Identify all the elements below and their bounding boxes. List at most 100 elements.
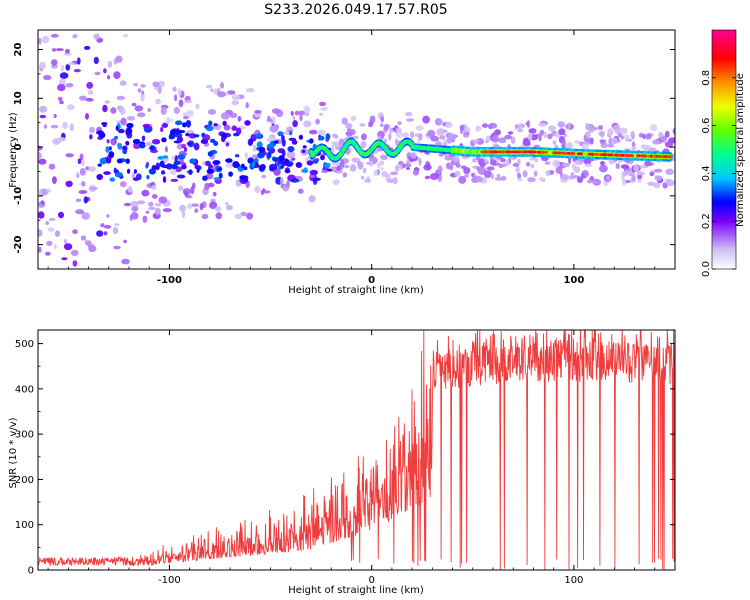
heatmap-cell [81,212,90,220]
heatmap-cell [114,223,120,227]
heatmap-cell [608,153,614,157]
heatmap-cell [55,48,64,52]
heatmap-cell [313,177,318,185]
heatmap-cell [174,94,178,102]
heatmap-cell [38,158,47,165]
heatmap-cell [50,59,58,66]
heatmap-cell [172,86,177,92]
heatmap-cell [240,211,247,217]
spectrogram-xtick-label: 100 [563,275,584,286]
heatmap-cell [46,188,51,193]
heatmap-cell [245,102,249,109]
heatmap-cell [183,147,188,152]
heatmap-cell [96,130,104,135]
figure-title: S233.2026.049.17.57.R05 [264,2,447,18]
heatmap-cell [200,139,209,144]
heatmap-cell [194,208,199,213]
heatmap-cell [620,164,630,169]
heatmap-cell [539,129,545,135]
heatmap-cell [650,124,658,132]
heatmap-cell [123,147,127,151]
heatmap-cell [54,230,61,237]
heatmap-cell [418,157,422,166]
heatmap-cell [45,221,50,225]
heatmap-cell [302,145,307,149]
heatmap-cell [445,156,455,160]
heatmap-cell [123,239,127,244]
snr-series-line [38,330,675,570]
heatmap-cell [162,208,172,213]
heatmap-cell [57,96,63,101]
heatmap-cell [113,71,121,79]
heatmap-cell [151,138,161,145]
heatmap-cell [612,124,621,131]
heatmap-cell [107,75,111,80]
heatmap-cell [589,137,594,145]
heatmap-cell [665,141,673,148]
heatmap-cell [130,200,139,207]
heatmap-cell [552,159,560,168]
heatmap-cell [351,157,361,163]
heatmap-cell [561,162,571,168]
heatmap-cell [145,210,150,214]
heatmap-cell [514,124,518,130]
heatmap-cell [522,170,528,178]
heatmap-cell [161,137,167,143]
heatmap-cell [244,120,251,126]
heatmap-cell [277,131,284,137]
heatmap-cell [126,168,131,174]
heatmap-cell [586,179,593,184]
spectrogram-ytick-label: -20 [13,236,24,254]
heatmap-cell [157,156,164,160]
heatmap-cell [126,122,134,129]
heatmap-cell [154,207,161,216]
heatmap-cell [121,258,130,265]
heatmap-cell [206,168,215,174]
heatmap-cell [350,115,357,122]
heatmap-cell [277,148,285,154]
heatmap-cell [287,146,295,153]
heatmap-cell [60,64,65,72]
heatmap-cell [181,210,186,219]
heatmap-cell [38,211,45,219]
heatmap-cell [640,144,646,149]
heatmap-cell [622,178,626,187]
heatmap-cell [465,127,471,133]
heatmap-cell [297,188,304,194]
heatmap-cell [225,142,229,147]
heatmap-cell [89,186,98,191]
heatmap-cell [631,141,636,148]
heatmap-cell [304,112,310,117]
heatmap-cell [302,169,309,173]
heatmap-cell [106,158,112,164]
snr-background [38,330,675,570]
heatmap-cell [257,151,265,159]
heatmap-cell [51,64,58,69]
heatmap-cell [259,164,266,170]
heatmap-cell [331,133,338,138]
heatmap-cell [284,169,291,174]
heatmap-cell [142,123,151,129]
heatmap-cell [103,171,111,175]
heatmap-cell [281,139,286,147]
heatmap-cell [505,158,510,167]
heatmap-cell [188,133,197,139]
heatmap-cell [458,175,467,184]
heatmap-cell [644,160,652,167]
snr-ytick-label: 300 [15,430,34,441]
heatmap-cell [498,137,507,144]
heatmap-cell [517,178,523,182]
heatmap-cell [312,159,319,164]
heatmap-cell [574,140,581,144]
heatmap-cell [141,189,150,197]
heatmap-cell [297,110,306,116]
heatmap-cell [72,260,78,267]
heatmap-cell [137,200,146,205]
heatmap-cell [617,132,621,138]
heatmap-cell [395,127,402,133]
heatmap-cell [294,110,300,116]
heatmap-cell [590,152,595,156]
heatmap-cell [69,123,75,132]
heatmap-cell [379,123,384,127]
heatmap-cell [475,125,482,132]
